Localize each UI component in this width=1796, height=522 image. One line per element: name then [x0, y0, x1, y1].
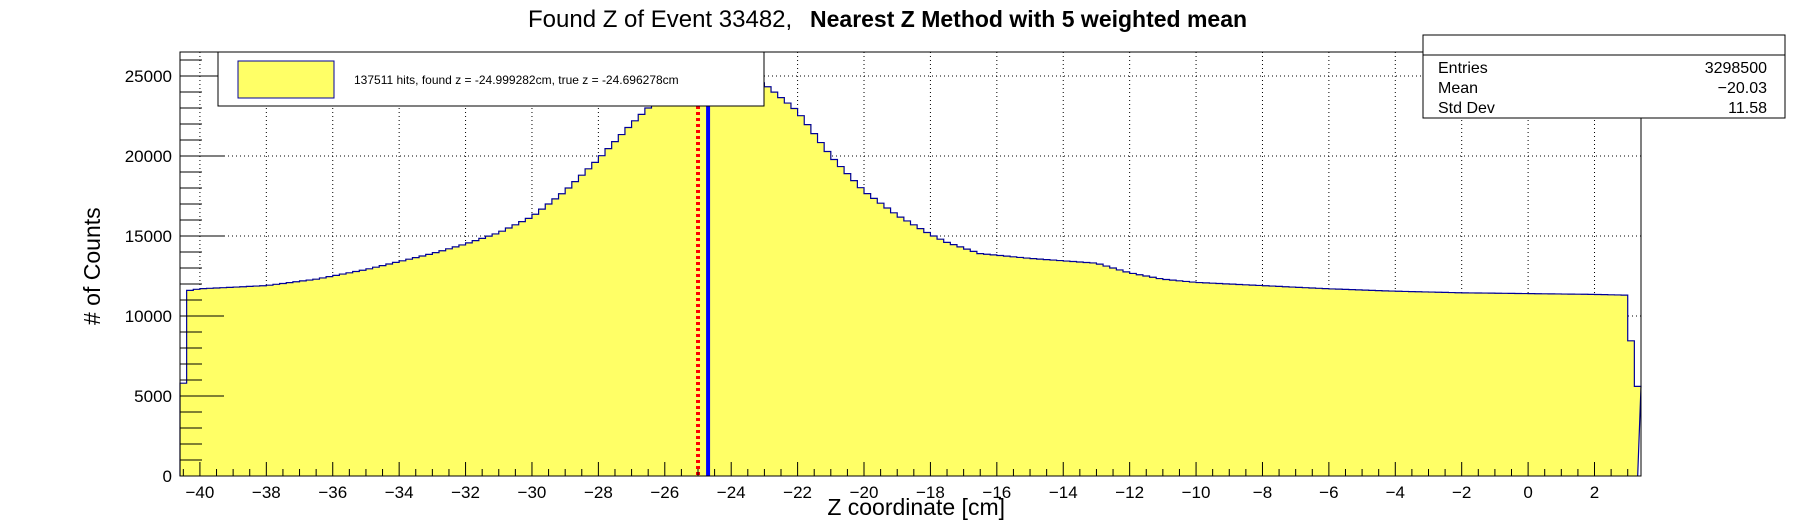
y-tick-label: 0 — [163, 467, 172, 486]
legend-swatch — [237, 60, 335, 99]
histogram-area — [179, 70, 1642, 477]
z-marker-lines — [696, 52, 711, 476]
stats-box-frame — [1422, 34, 1786, 119]
histogram-fill — [180, 71, 1641, 476]
x-tick-labels: −40 −38 −36 −34 −32 −30 −28 −26 −24 −22 −20 −18 −16−… — [186, 483, 1600, 502]
x-tick-label: −20 — [850, 483, 879, 502]
legend-label: 137511 hits, found z = -24.999282cm, tru… — [354, 73, 679, 87]
stats-mean-value: −20.03 — [1718, 80, 1767, 97]
x-tick-label: −38 — [252, 483, 281, 502]
y-axis-title: # of Counts — [79, 207, 105, 325]
x-tick-label: 2 — [1590, 483, 1599, 502]
legend: 137511 hits, found z = -24.999282cm, tru… — [217, 51, 765, 107]
x-tick-label: −16 — [982, 483, 1011, 502]
y-tick-label: 15000 — [125, 227, 172, 246]
x-axis-title: Z coordinate [cm] — [827, 494, 1005, 520]
stats-entries-label: Entries — [1438, 60, 1488, 77]
stats-entries-value: 3298500 — [1705, 60, 1767, 77]
y-tick-labels: 0 5000 10000 15000 20000 25000 — [125, 67, 172, 486]
y-tick-label: 10000 — [125, 307, 172, 326]
chart-title-prefix: Found Z of Event 33482, — [528, 6, 792, 33]
axis-ticks — [180, 59, 1629, 477]
x-tick-label: 0 — [1523, 483, 1532, 502]
x-tick-label: −6 — [1319, 483, 1338, 502]
x-tick-label: −24 — [717, 483, 746, 502]
y-tick-label: 25000 — [125, 67, 172, 86]
stats-stddev-value: 11.58 — [1728, 100, 1767, 117]
x-tick-label: −28 — [584, 483, 613, 502]
x-tick-label: −14 — [1049, 483, 1078, 502]
y-tick-label: 20000 — [125, 147, 172, 166]
stats-box: Entries 3298500 Mean −20.03 Std Dev 11.5… — [1422, 34, 1786, 119]
x-tick-label: −34 — [385, 483, 414, 502]
x-tick-label: −30 — [518, 483, 547, 502]
plot-frame — [179, 51, 1642, 477]
x-tick-label: −32 — [451, 483, 480, 502]
stats-mean-label: Mean — [1438, 80, 1478, 97]
x-tick-label: −36 — [318, 483, 347, 502]
x-tick-label: −2 — [1452, 483, 1471, 502]
histogram-outline — [179, 70, 1642, 477]
chart-title-bold: Nearest Z Method with 5 weighted mean — [810, 6, 1247, 32]
x-tick-label: −8 — [1253, 483, 1272, 502]
stats-stddev-label: Std Dev — [1438, 100, 1495, 117]
x-tick-label: −18 — [916, 483, 945, 502]
x-tick-label: −22 — [783, 483, 812, 502]
x-tick-label: −4 — [1386, 483, 1405, 502]
x-tick-label: −40 — [186, 483, 215, 502]
x-tick-label: −26 — [650, 483, 679, 502]
x-tick-label: −10 — [1182, 483, 1211, 502]
x-tick-label: −12 — [1115, 483, 1144, 502]
y-tick-label: 5000 — [134, 387, 172, 406]
